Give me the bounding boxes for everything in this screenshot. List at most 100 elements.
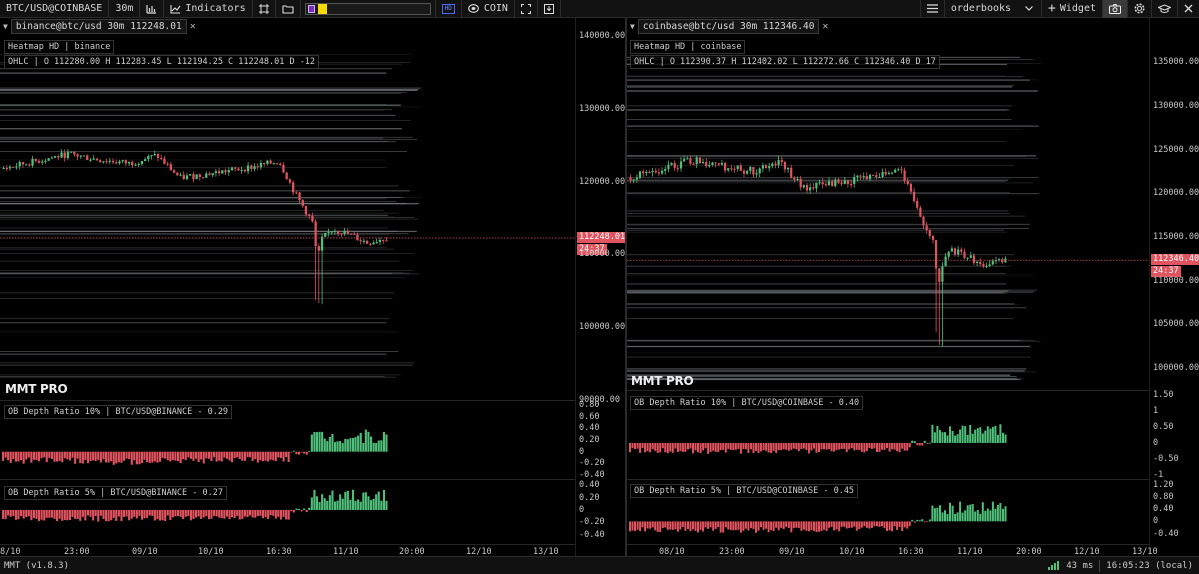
depth-ratio-5-bar <box>813 521 815 531</box>
coin-toggle[interactable]: COIN <box>462 0 515 18</box>
price-tick-label: 105000.00 <box>1153 319 1199 330</box>
settings-button[interactable] <box>1127 0 1151 18</box>
candle-body <box>994 260 998 262</box>
indicator-legend-10[interactable]: OB Depth Ratio 10% | BTC/USD@BINANCE - 0… <box>4 405 233 419</box>
layout-select[interactable]: orderbooks <box>943 0 1041 18</box>
save-button[interactable] <box>538 0 561 18</box>
depth-ratio-10-bar <box>377 440 380 452</box>
panel-title[interactable]: coinbase@btc/usd 30m 112346.40 <box>637 19 820 34</box>
depth-ratio-5-bar <box>689 521 692 532</box>
indicator-legend-5[interactable]: OB Depth Ratio 5% | BTC/USD@COINBASE - 0… <box>630 484 859 498</box>
depth-ratio-10-bar <box>976 428 979 443</box>
depth-ratio-10-bar <box>20 451 23 461</box>
time-tick-label: 10/10 <box>839 547 865 557</box>
depth-ratio-5-bar <box>174 510 177 517</box>
liquidity-band <box>627 165 1015 166</box>
indicators-button[interactable]: Indicators <box>164 0 253 18</box>
learn-button[interactable] <box>1151 0 1177 18</box>
candle-body <box>859 175 862 177</box>
fullscreen-button[interactable] <box>515 0 538 18</box>
liquidity-band <box>627 265 1012 267</box>
hd-toggle[interactable]: HD <box>436 0 462 18</box>
open-layout-button[interactable] <box>276 0 301 18</box>
depth-ratio-5-bar <box>385 500 388 510</box>
add-widget-button[interactable]: + Widget <box>1041 0 1102 18</box>
depth-ratio-10-bar <box>259 451 262 461</box>
close-panel-icon[interactable]: ✕ <box>189 21 196 32</box>
depth-ratio-10-bar <box>722 443 725 450</box>
chart-type-button[interactable] <box>140 0 165 18</box>
candle-body <box>127 162 131 164</box>
candle-body <box>922 216 925 226</box>
panel-divider[interactable] <box>625 18 627 556</box>
liquidity-band <box>0 272 411 274</box>
candle-body <box>698 157 701 164</box>
depth-ratio-10-bar <box>818 443 820 452</box>
depth-ratio-5-bar <box>669 521 672 530</box>
time-tick-label: 23:00 <box>64 547 90 557</box>
candle-body <box>670 163 673 165</box>
chart-panel-binance[interactable]: ▼ binance@btc/usd 30m 112248.01 ✕ Heatma… <box>0 18 628 557</box>
depth-ratio-5-bar <box>959 501 962 522</box>
frame-tool-button[interactable] <box>253 0 276 18</box>
chart-canvas[interactable] <box>0 18 625 556</box>
close-workspace-button[interactable] <box>1177 0 1199 18</box>
candle-body <box>333 231 337 233</box>
symbol-selector[interactable]: BTC/USD@COINBASE <box>0 0 110 18</box>
candle-body <box>868 174 872 180</box>
collapse-triangle-icon[interactable]: ▼ <box>3 22 8 31</box>
heatmap-legend[interactable]: Heatmap HD | coinbase <box>630 40 746 54</box>
indicator-legend-5[interactable]: OB Depth Ratio 5% | BTC/USD@BINANCE - 0.… <box>4 486 227 500</box>
depth-ratio-5-bar <box>264 510 267 518</box>
depth-ratio-10-bar <box>200 451 203 460</box>
latency-readout: 43 ms <box>1066 560 1094 571</box>
liquidity-band <box>0 197 402 198</box>
depth-ratio-10-bar <box>148 451 151 463</box>
candle-body <box>160 158 163 159</box>
chart-panel-coinbase[interactable]: ▼ coinbase@btc/usd 30m 112346.40 ✕ Heatm… <box>627 18 1199 557</box>
panel-title[interactable]: binance@btc/usd 30m 112248.01 <box>10 19 187 34</box>
depth-ratio-10-bar <box>714 443 717 452</box>
depth-ratio-5-bar <box>649 521 652 529</box>
heatmap-legend[interactable]: Heatmap HD | binance <box>4 40 115 54</box>
watermark-logo: MMT PRO <box>5 382 68 396</box>
ohlc-legend[interactable]: OHLC | O 112390.37 H 112402.02 L 112272.… <box>630 55 940 69</box>
liquidity-band <box>627 141 1006 142</box>
depth-ratio-5-bar <box>681 521 684 527</box>
liquidity-band <box>0 141 389 142</box>
depth-ratio-5-bar <box>218 510 221 518</box>
candle-body <box>853 177 856 184</box>
depth-ratio-5-bar <box>785 521 788 527</box>
candle-body <box>947 251 950 257</box>
candle-body <box>320 236 324 251</box>
depth-ratio-10-bar <box>828 443 831 450</box>
screenshot-button[interactable] <box>1102 0 1127 18</box>
close-panel-icon[interactable]: ✕ <box>822 21 829 32</box>
liquidity-band <box>627 215 1026 217</box>
chart-canvas[interactable] <box>627 18 1199 556</box>
depth-ratio-5-bar <box>76 510 79 519</box>
panel-header: ▼ binance@btc/usd 30m 112248.01 ✕ <box>0 18 196 35</box>
color-stop-purple[interactable] <box>307 4 315 13</box>
depth-ratio-10-bar <box>636 443 639 449</box>
ohlc-legend[interactable]: OHLC | O 112280.00 H 112283.45 L 112194.… <box>4 55 320 69</box>
indicator-5-tick-label: 0.20 <box>579 492 600 503</box>
depth-ratio-10-bar <box>344 438 347 452</box>
depth-ratio-10-bar <box>318 431 321 452</box>
menu-button[interactable] <box>919 0 944 18</box>
depth-ratio-10-bar <box>290 451 293 453</box>
collapse-triangle-icon[interactable]: ▼ <box>630 22 635 31</box>
color-stop-yellow[interactable] <box>317 3 327 14</box>
depth-ratio-10-bar <box>986 426 989 443</box>
interval-selector[interactable]: 30m <box>109 0 141 18</box>
depth-ratio-5-bar <box>349 499 352 510</box>
depth-ratio-5-bar <box>359 501 362 510</box>
depth-ratio-10-bar <box>174 451 177 461</box>
indicator-legend-10[interactable]: OB Depth Ratio 10% | BTC/USD@COINBASE - … <box>630 396 864 410</box>
color-range-bar[interactable] <box>304 2 431 15</box>
depth-ratio-10-bar <box>297 451 300 455</box>
color-range-picker[interactable] <box>301 0 436 18</box>
depth-ratio-5-bar <box>357 499 360 510</box>
depth-ratio-5-bar <box>328 495 331 510</box>
depth-ratio-10-bar <box>666 443 669 454</box>
